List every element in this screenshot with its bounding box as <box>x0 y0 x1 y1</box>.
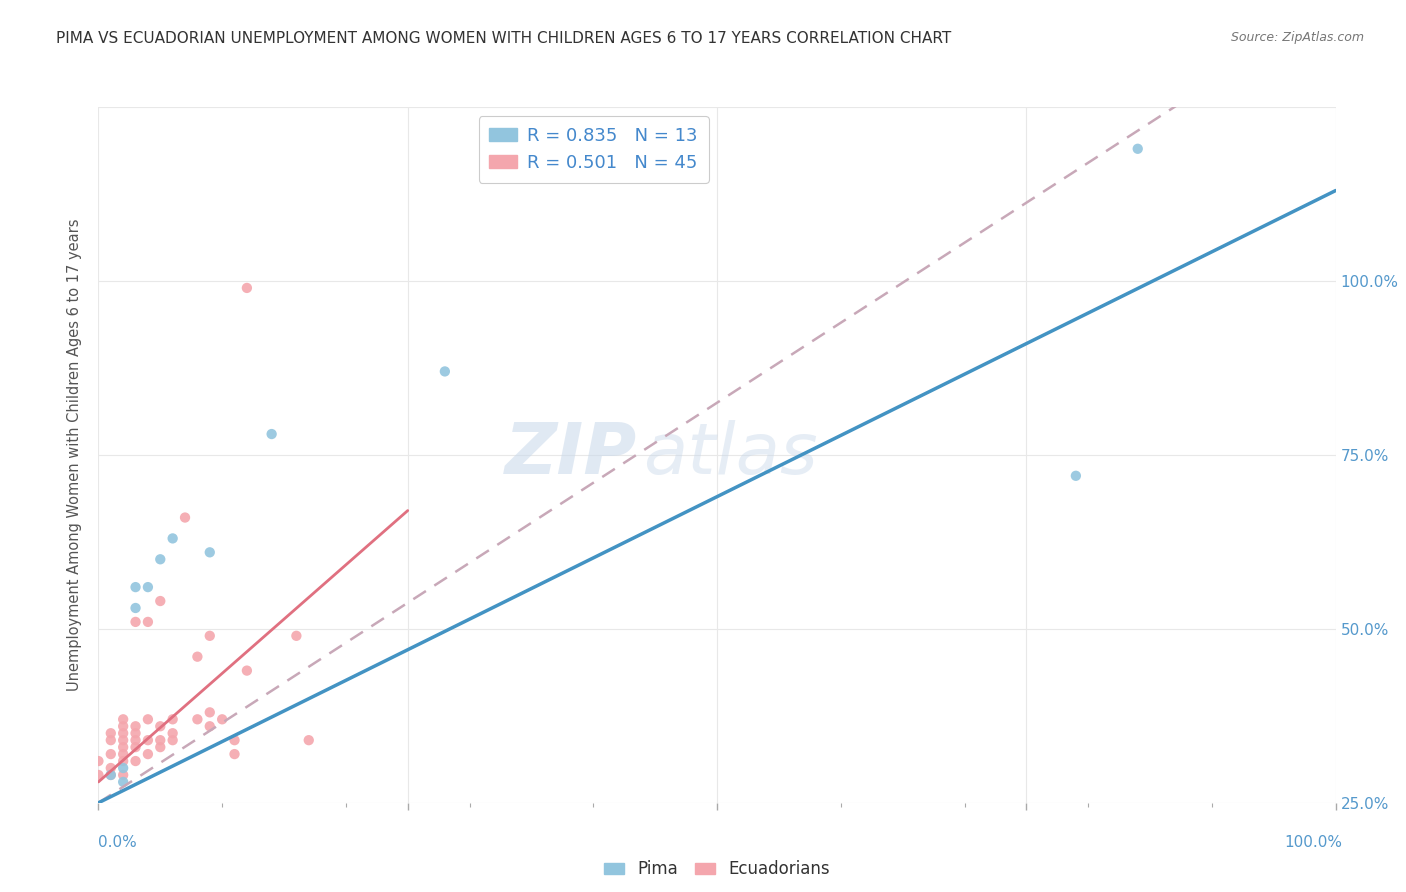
Text: Source: ZipAtlas.com: Source: ZipAtlas.com <box>1230 31 1364 45</box>
Point <box>112 726 135 740</box>
Point <box>124 580 146 594</box>
Point <box>112 761 135 775</box>
Point <box>112 768 135 782</box>
Point <box>136 747 159 761</box>
Point <box>112 712 135 726</box>
Point <box>112 740 135 755</box>
Point <box>211 712 233 726</box>
Point <box>149 740 172 755</box>
Point <box>124 601 146 615</box>
Point <box>224 733 246 747</box>
Point <box>198 545 221 559</box>
Point <box>162 532 184 546</box>
Point <box>136 712 159 726</box>
Point <box>100 726 122 740</box>
Point <box>112 719 135 733</box>
Point <box>136 733 159 747</box>
Point <box>124 740 146 755</box>
Text: ZIP: ZIP <box>505 420 637 490</box>
Point <box>433 364 456 378</box>
Point <box>112 754 135 768</box>
Point <box>285 629 308 643</box>
Point <box>87 754 110 768</box>
Point <box>87 768 110 782</box>
Point <box>1126 142 1149 156</box>
Text: atlas: atlas <box>643 420 817 490</box>
Point <box>224 747 246 761</box>
Point <box>149 719 172 733</box>
Point <box>112 733 135 747</box>
Point <box>1064 468 1087 483</box>
Point <box>100 761 122 775</box>
Point <box>162 733 184 747</box>
Point <box>100 747 122 761</box>
Legend: Pima, Ecuadorians: Pima, Ecuadorians <box>598 854 837 885</box>
Point <box>260 427 283 442</box>
Point <box>149 733 172 747</box>
Point <box>198 719 221 733</box>
Point <box>198 629 221 643</box>
Point <box>236 281 259 295</box>
Point <box>136 580 159 594</box>
Point <box>100 733 122 747</box>
Point <box>112 747 135 761</box>
Point <box>112 775 135 789</box>
Point <box>198 706 221 720</box>
Point <box>100 768 122 782</box>
Point <box>162 712 184 726</box>
Text: PIMA VS ECUADORIAN UNEMPLOYMENT AMONG WOMEN WITH CHILDREN AGES 6 TO 17 YEARS COR: PIMA VS ECUADORIAN UNEMPLOYMENT AMONG WO… <box>56 31 952 46</box>
Point <box>149 594 172 608</box>
Text: 0.0%: 0.0% <box>98 836 138 850</box>
Point <box>124 615 146 629</box>
Point <box>124 726 146 740</box>
Text: 100.0%: 100.0% <box>1285 836 1343 850</box>
Point <box>100 768 122 782</box>
Y-axis label: Unemployment Among Women with Children Ages 6 to 17 years: Unemployment Among Women with Children A… <box>67 219 83 691</box>
Point <box>298 733 321 747</box>
Point <box>124 733 146 747</box>
Point <box>124 719 146 733</box>
Point <box>174 510 197 524</box>
Point <box>186 712 208 726</box>
Point <box>162 726 184 740</box>
Point <box>149 552 172 566</box>
Point <box>124 754 146 768</box>
Point <box>136 615 159 629</box>
Point <box>186 649 208 664</box>
Point <box>236 664 259 678</box>
